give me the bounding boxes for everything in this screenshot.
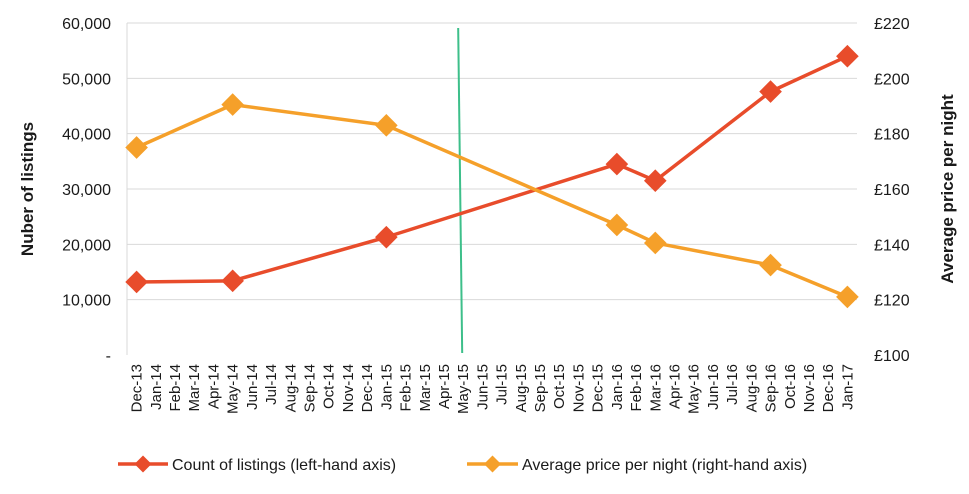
right-axis-title: Average price per night [938, 94, 957, 284]
x-tick-label: Mar-15 [417, 364, 434, 412]
x-tick-label: Dec-16 [820, 364, 837, 412]
left-tick-label: 60,000 [62, 16, 111, 33]
x-tick-label: Jun-16 [705, 364, 722, 410]
data-point-price [605, 213, 629, 237]
left-tick-label: 20,000 [62, 237, 111, 254]
x-tick-label: Mar-14 [186, 364, 203, 412]
x-tick-label: Dec-15 [590, 364, 607, 412]
x-tick-label: May-16 [686, 364, 703, 414]
right-tick-label: £200 [874, 71, 910, 88]
right-tick-label: £160 [874, 182, 910, 199]
x-tick-label: Aug-14 [282, 364, 299, 412]
x-tick-label: Jan-16 [609, 364, 626, 410]
x-tick-label: Jul-14 [263, 364, 280, 405]
series-line-count [136, 54, 849, 284]
left-tick-label: 50,000 [62, 71, 111, 88]
data-point-count [605, 152, 629, 176]
x-tick-label: Apr-15 [436, 364, 453, 409]
data-point-count [221, 269, 244, 293]
data-point-count [375, 225, 398, 249]
data-point-price [221, 93, 244, 116]
x-tick-label: Dec-14 [359, 364, 376, 412]
legend: Count of listings (left-hand axis) Avera… [118, 455, 807, 474]
right-tick-label: £140 [874, 237, 910, 254]
legend-swatch-marker-price [484, 455, 501, 473]
right-tick-label: £120 [874, 293, 910, 310]
x-tick-label: Sep-16 [763, 364, 780, 412]
x-tick-label: Feb-15 [398, 364, 415, 412]
x-tick-label: Nov-14 [340, 364, 357, 412]
data-point-price [836, 285, 859, 309]
data-point-price [125, 136, 148, 159]
right-axis-ticks: £100 £120 £140 £160 £180 £200 £220 [874, 16, 910, 365]
left-tick-label: 30,000 [62, 182, 111, 199]
x-tick-label: Apr-16 [667, 364, 684, 409]
x-tick-label: Oct-15 [551, 364, 568, 409]
x-tick-label: Aug-16 [743, 364, 760, 412]
x-tick-label: Sep-14 [302, 364, 319, 412]
left-tick-label: 40,000 [62, 127, 111, 144]
x-tick-label: Nov-15 [570, 364, 587, 412]
x-tick-label: Nov-16 [801, 364, 818, 412]
legend-label-price: Average price per night (right-hand axis… [522, 457, 807, 474]
x-tick-label: Jan-17 [839, 364, 856, 410]
data-point-price [759, 253, 782, 277]
x-tick-label: Jan-15 [378, 364, 395, 410]
left-axis-title: Nuber of listings [18, 122, 37, 256]
left-axis-ticks: - 10,000 20,000 30,000 40,000 50,000 60,000 [62, 16, 111, 365]
legend-item-count: Count of listings (left-hand axis) [118, 455, 396, 474]
x-tick-label: Jun-15 [474, 364, 491, 410]
series-layer [125, 44, 859, 309]
x-tick-label: Jun-14 [244, 364, 261, 410]
left-tick-label: - [106, 348, 111, 365]
x-tick-label: May-14 [225, 364, 242, 414]
x-tick-label: Aug-15 [513, 364, 530, 412]
x-tick-label: Jan-14 [148, 364, 165, 410]
x-tick-label: Feb-16 [628, 364, 645, 412]
gridlines [127, 22, 857, 301]
x-tick-label: Sep-15 [532, 364, 549, 412]
right-tick-label: £100 [874, 348, 910, 365]
x-tick-label: Jul-15 [494, 364, 511, 405]
x-tick-label: May-15 [455, 364, 472, 414]
data-point-price [643, 231, 667, 255]
x-tick-label: Apr-14 [205, 364, 222, 409]
x-tick-label: Feb-14 [167, 364, 184, 412]
right-tick-label: £220 [874, 16, 910, 33]
x-tick-label: Mar-16 [647, 364, 664, 412]
data-point-count [125, 270, 148, 294]
right-tick-label: £180 [874, 127, 910, 144]
data-point-count [759, 80, 782, 103]
x-axis-ticks: Dec-13 Jan-14 Feb-14 Mar-14 Apr-14 May-14 Jun-… [129, 364, 857, 414]
legend-swatch-marker-count [134, 455, 152, 473]
x-tick-label: Oct-16 [782, 364, 799, 409]
legend-label-count: Count of listings (left-hand axis) [172, 457, 396, 474]
left-tick-label: 10,000 [62, 293, 111, 310]
x-tick-label: Jul-16 [724, 364, 741, 405]
x-tick-label: Dec-13 [129, 364, 146, 412]
vertical-marker-line [457, 27, 464, 354]
legend-item-price: Average price per night (right-hand axis… [467, 455, 807, 474]
data-point-count [836, 44, 859, 68]
x-tick-label: Oct-14 [321, 364, 338, 409]
